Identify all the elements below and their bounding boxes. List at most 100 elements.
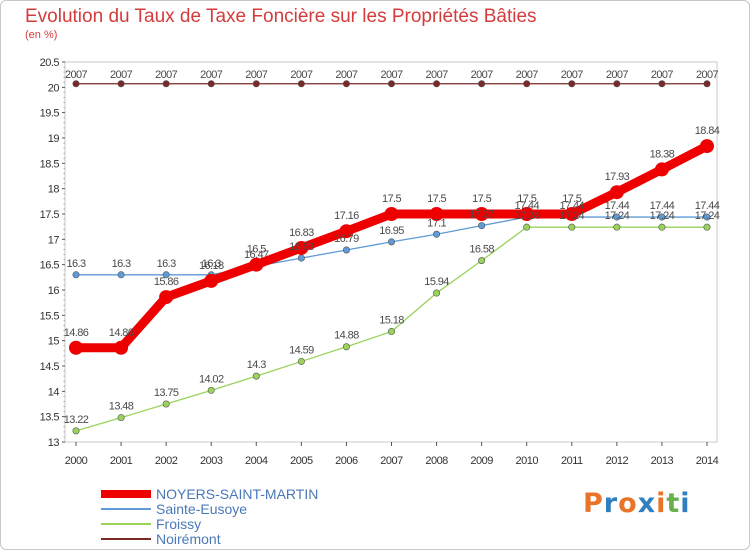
y-tick-label: 14.5 — [40, 361, 60, 373]
data-point — [658, 223, 666, 231]
legend-swatch — [101, 490, 151, 498]
x-tick-label: 2003 — [200, 455, 223, 467]
data-label: 16.18 — [199, 260, 224, 272]
data-point — [433, 289, 441, 297]
y-tick-label: 13 — [48, 437, 60, 449]
data-point — [609, 185, 624, 200]
logo-letter: P — [583, 488, 604, 519]
data-label: 2007 — [471, 69, 494, 81]
x-tick-label: 2005 — [290, 455, 313, 467]
legend-label: NOYERS-SAINT-MARTIN — [156, 486, 319, 502]
data-point — [703, 213, 711, 221]
data-point — [162, 400, 170, 408]
data-label: 17.5 — [427, 193, 446, 205]
y-tick-label: 17 — [48, 234, 60, 246]
data-label: 16.63 — [289, 241, 314, 253]
logo-letter: r — [603, 488, 619, 519]
x-tick-label: 2008 — [425, 455, 448, 467]
data-point — [613, 213, 621, 221]
data-label: 15.94 — [424, 276, 449, 288]
data-point — [387, 328, 395, 336]
data-label: 17.1 — [427, 217, 446, 229]
x-tick-label: 2004 — [245, 455, 268, 467]
data-label: 14.86 — [64, 327, 89, 339]
data-point — [72, 427, 80, 435]
data-point — [519, 207, 534, 221]
data-point — [72, 271, 80, 279]
data-point — [613, 223, 621, 231]
data-label: 16.95 — [379, 225, 404, 237]
data-label: 16.3 — [202, 258, 221, 270]
data-label: 2007 — [200, 69, 223, 81]
data-label: 13.48 — [109, 401, 134, 413]
data-label: 16.5 — [247, 244, 266, 256]
data-label: 16.79 — [334, 233, 359, 245]
x-tick-label: 2000 — [65, 455, 88, 467]
data-label: 2007 — [696, 69, 719, 81]
data-point — [523, 80, 531, 88]
data-point — [387, 80, 395, 88]
x-tick-label: 2002 — [155, 455, 178, 467]
data-label: 17.27 — [469, 209, 494, 221]
data-point — [339, 224, 354, 239]
logo-letter: o — [618, 488, 638, 519]
data-label: 2007 — [426, 69, 449, 81]
data-point — [478, 222, 486, 230]
data-point — [384, 207, 399, 221]
data-label: 17.5 — [562, 193, 581, 205]
y-tick-label: 13.5 — [40, 412, 60, 424]
data-label: 16.3 — [66, 258, 85, 270]
y-tick-label: 17.5 — [40, 209, 60, 221]
data-label: 17.5 — [382, 193, 401, 205]
data-point — [252, 80, 260, 88]
data-point — [117, 80, 125, 88]
data-point — [297, 357, 305, 365]
chart-subtitle: (en %) — [25, 29, 58, 41]
data-point — [114, 340, 129, 355]
x-tick-label: 2013 — [651, 455, 674, 467]
y-tick-label: 18.5 — [40, 158, 60, 170]
x-tick-label: 2007 — [380, 455, 403, 467]
data-label: 2007 — [65, 69, 88, 81]
x-tick-label: 2006 — [335, 455, 358, 467]
data-label: 13.75 — [154, 387, 179, 399]
y-tick-label: 20.5 — [40, 57, 60, 69]
data-point — [429, 207, 444, 221]
data-point — [564, 207, 579, 221]
data-point — [117, 271, 125, 279]
data-label: 2007 — [245, 69, 268, 81]
y-tick-label: 15 — [48, 336, 60, 348]
data-label: 17.44 — [560, 200, 585, 212]
data-label: 2007 — [110, 69, 133, 81]
data-point — [297, 80, 305, 88]
data-label: 13.22 — [64, 414, 89, 426]
data-label: 17.5 — [517, 193, 536, 205]
data-label: 15.18 — [379, 315, 404, 327]
data-point — [568, 80, 576, 88]
data-point — [387, 238, 395, 246]
y-tick-label: 19 — [48, 133, 60, 145]
y-tick-label: 16 — [48, 285, 60, 297]
logo-letter: i — [680, 488, 691, 519]
data-point — [478, 257, 486, 265]
data-point — [117, 414, 125, 422]
data-label: 17.24 — [514, 210, 539, 222]
legend-label: Noirémont — [156, 531, 221, 547]
data-label: 17.44 — [605, 200, 630, 212]
data-point — [252, 372, 260, 380]
data-label: 2007 — [651, 69, 674, 81]
data-label: 16.3 — [112, 258, 131, 270]
y-tick-label: 20 — [48, 82, 60, 94]
data-label: 18.38 — [650, 148, 675, 160]
data-label: 16.3 — [157, 258, 176, 270]
data-point — [207, 386, 215, 394]
proxiti-logo: Proxiti — [583, 488, 691, 519]
data-label: 14.88 — [334, 330, 359, 342]
x-tick-label: 2014 — [696, 455, 719, 467]
y-tick-label: 16.5 — [40, 260, 60, 272]
data-point — [433, 230, 441, 238]
data-label: 17.44 — [514, 200, 539, 212]
data-label: 2007 — [606, 69, 629, 81]
data-label: 2007 — [516, 69, 539, 81]
